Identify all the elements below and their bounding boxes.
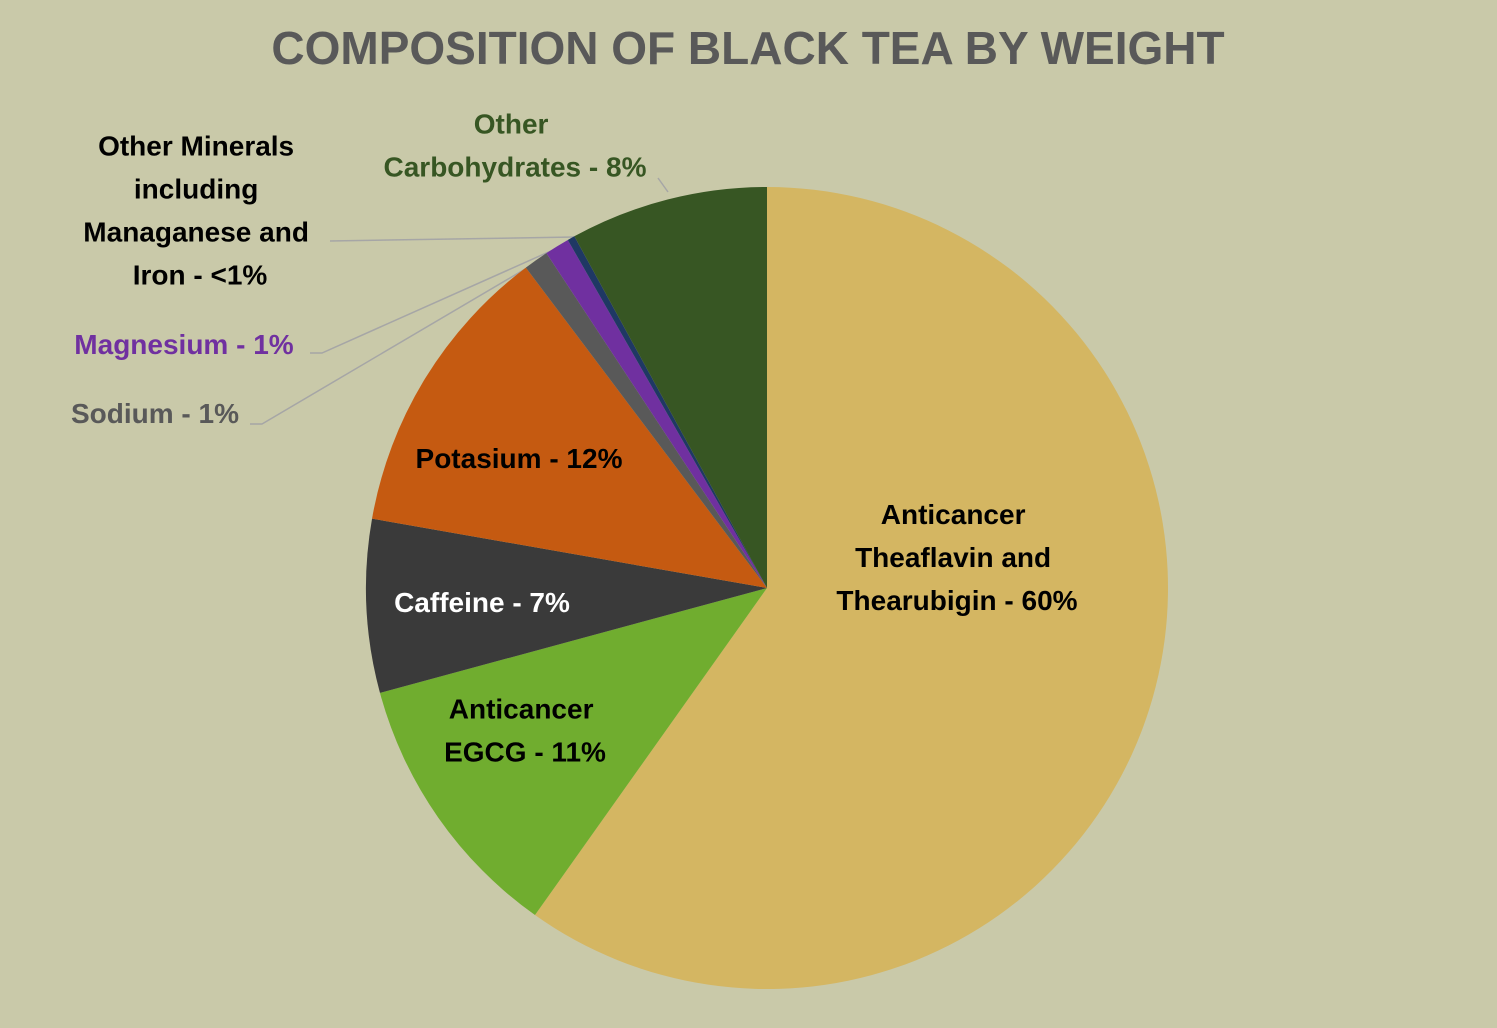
pie-slice <box>546 239 767 588</box>
leader-line <box>310 249 554 354</box>
data-label: Anticancer EGCG - 11% <box>444 694 606 768</box>
data-label: Magnesium - 1% <box>74 329 293 360</box>
data-label: Sodium - 1% <box>71 398 239 429</box>
leader-line <box>250 261 538 425</box>
chart-title: COMPOSITION OF BLACK TEA BY WEIGHT <box>271 22 1224 74</box>
data-label: Caffeine - 7% <box>394 587 570 618</box>
pie-slice <box>525 253 767 588</box>
data-label: Other Carbohydrates - 8% <box>384 109 647 183</box>
leader-line <box>657 177 669 193</box>
pie-slice <box>574 187 767 588</box>
pie-slice <box>372 267 767 588</box>
data-label: Other Minerals including Managanese and … <box>83 131 316 291</box>
pie-slice <box>567 236 767 588</box>
pie-slice <box>379 588 767 916</box>
data-label: Anticancer Theaflavin and Thearubigin - … <box>836 499 1077 616</box>
pie-slice <box>534 187 1169 990</box>
slices <box>365 187 1169 990</box>
pie-slice <box>365 518 767 693</box>
leader-lines <box>250 177 669 425</box>
data-label: Potasium - 12% <box>416 443 623 474</box>
leader-line <box>329 236 576 242</box>
